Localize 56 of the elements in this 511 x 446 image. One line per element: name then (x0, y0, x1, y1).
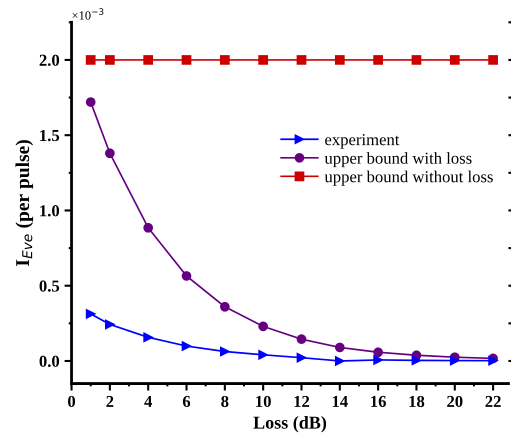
y-axis-title: I$_{Eve}$ (per pulse) (15, 140, 34, 266)
x-tick-label: 2 (106, 396, 114, 407)
point (334, 55, 345, 65)
point (373, 355, 383, 365)
point (258, 55, 268, 65)
legend-label: upper bound with loss (324, 152, 472, 168)
x-tick-label: 20 (447, 396, 462, 408)
text: ×10$^{−3}$ (72, 8, 104, 20)
point (105, 55, 115, 65)
point (373, 55, 383, 65)
point (182, 271, 192, 281)
point (86, 97, 96, 107)
point (258, 350, 268, 360)
point (105, 320, 115, 330)
x-tick-label: 8 (221, 396, 228, 408)
point (488, 356, 498, 366)
y-tick-label: 1.0 (40, 205, 60, 216)
x-tick-label: 4 (144, 396, 152, 407)
x-tick-label: 16 (371, 396, 386, 408)
x-tick-label: 22 (485, 396, 501, 407)
point (105, 148, 115, 158)
point (86, 55, 96, 65)
point (220, 302, 230, 312)
point (334, 356, 345, 366)
point (450, 356, 460, 366)
y-tick-label: 1.5 (40, 130, 60, 142)
point (143, 222, 154, 233)
point (296, 352, 306, 363)
point (258, 322, 268, 332)
point (220, 55, 230, 65)
point (143, 55, 154, 65)
legend-label: experiment (325, 134, 400, 149)
point (86, 309, 96, 319)
point (296, 55, 306, 65)
point (488, 55, 498, 65)
point (373, 347, 383, 358)
y-tick-label: 2.0 (40, 54, 60, 66)
x-tick-label: 18 (409, 396, 424, 408)
y-tick-label: 0.5 (40, 280, 60, 292)
x-tick-label: 10 (256, 396, 271, 408)
x-tick-label: 14 (332, 396, 348, 407)
point (334, 342, 345, 352)
point (143, 332, 154, 342)
point (182, 341, 192, 351)
legend-label: upper bound without loss (324, 170, 493, 186)
point (412, 55, 422, 65)
point (412, 356, 422, 366)
point (296, 334, 306, 344)
point (220, 346, 230, 356)
y-tick-label: 0.0 (40, 356, 60, 367)
x-tick-label: 12 (294, 396, 310, 407)
point (450, 55, 460, 65)
point (182, 55, 192, 65)
x-axis-title: Loss (dB) (253, 416, 326, 432)
x-tick-label: 6 (182, 396, 190, 408)
x-tick-label: 0 (68, 396, 76, 408)
